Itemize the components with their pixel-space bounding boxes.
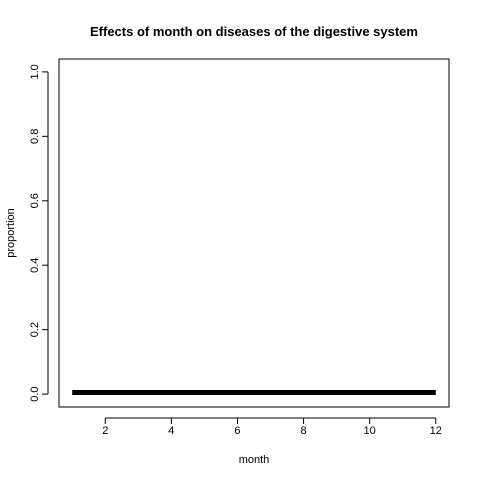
y-tick-label: 0.6	[29, 193, 41, 208]
y-axis-label: proportion	[5, 208, 17, 258]
x-tick-label: 4	[168, 425, 174, 437]
y-tick-label: 0.2	[29, 322, 41, 337]
x-tick-label: 8	[301, 425, 307, 437]
y-tick-label: 0.4	[29, 258, 41, 273]
x-tick-label: 10	[364, 425, 376, 437]
x-tick-label: 12	[430, 425, 442, 437]
x-tick-label: 2	[102, 425, 108, 437]
x-axis: 2 4 6 8 10 12	[102, 417, 442, 437]
x-axis-label: month	[239, 454, 270, 466]
plot-frame	[58, 58, 450, 408]
y-tick-label: 0.8	[29, 129, 41, 144]
x-tick-label: 6	[234, 425, 240, 437]
y-tick-label: 1.0	[29, 64, 41, 79]
y-axis: 0.0 0.2 0.4 0.6 0.8 1.0	[29, 64, 49, 402]
y-tick-label: 0.0	[29, 386, 41, 401]
chart-title: Effects of month on diseases of the dige…	[90, 24, 418, 39]
